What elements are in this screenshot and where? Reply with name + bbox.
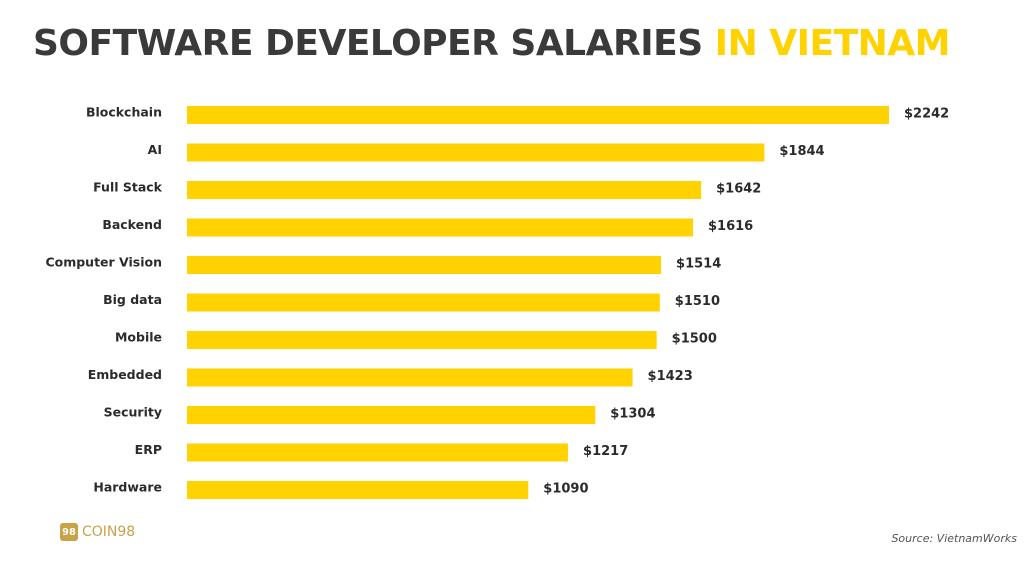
category-label: Embedded	[88, 367, 162, 382]
coin98-logo-text: COIN98	[82, 524, 136, 540]
category-label: Big data	[103, 292, 162, 307]
chart-title: SOFTWARE DEVELOPER SALARIES IN VIETNAM	[33, 18, 950, 70]
category-label: Backend	[102, 217, 162, 232]
category-label: Hardware	[93, 480, 162, 495]
value-label: $1217	[583, 444, 628, 459]
category-label: Security	[104, 405, 162, 420]
category-label: Mobile	[115, 330, 162, 345]
coin98-logo: 98 COIN98	[60, 523, 135, 541]
title-accent: IN VIETNAM	[714, 23, 951, 64]
value-label: $1423	[648, 369, 693, 384]
bar	[187, 368, 633, 387]
bar	[187, 181, 702, 199]
bar	[187, 218, 693, 237]
value-label: $1642	[716, 182, 761, 197]
value-label: $1844	[779, 144, 824, 159]
value-label: $1500	[672, 332, 717, 347]
bar	[187, 406, 596, 424]
category-label: ERP	[135, 442, 162, 457]
source-credit: Source: VietnamWorks	[891, 532, 1017, 545]
category-label: AI	[148, 142, 162, 157]
title-main: SOFTWARE DEVELOPER SALARIES	[33, 23, 703, 64]
category-label: Computer Vision	[45, 255, 162, 270]
bar	[187, 256, 662, 274]
category-label: Blockchain	[86, 105, 162, 120]
bar	[187, 481, 529, 499]
value-label: $1304	[610, 407, 655, 422]
value-label: $1514	[676, 257, 721, 272]
bar	[187, 143, 765, 162]
value-label: $1510	[675, 294, 720, 309]
coin98-badge-icon: 98	[60, 523, 78, 541]
bar	[187, 293, 660, 312]
value-label: $2242	[904, 107, 949, 122]
value-label: $1616	[708, 219, 753, 234]
value-label: $1090	[543, 482, 588, 497]
bar	[187, 106, 889, 124]
bar	[187, 331, 657, 349]
category-label: Full Stack	[93, 180, 163, 195]
bar	[187, 443, 569, 462]
